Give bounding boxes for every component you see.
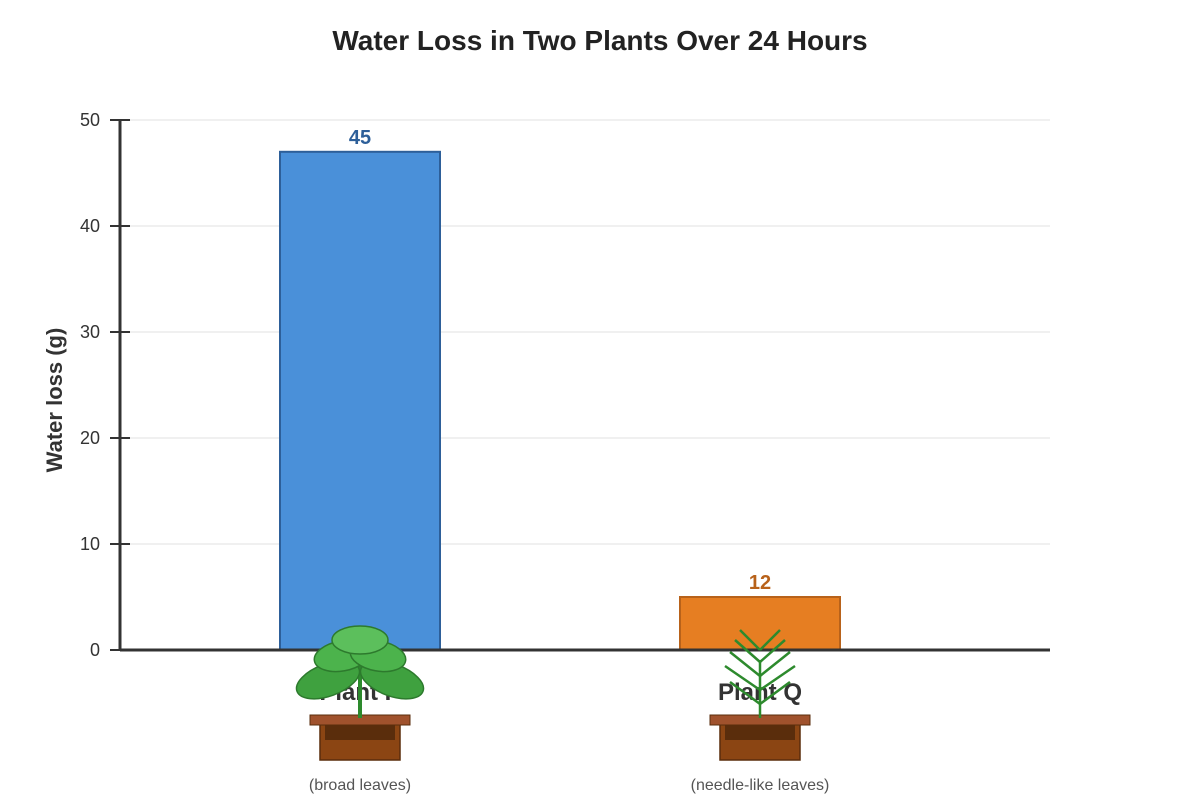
bar (679, 596, 841, 651)
y-tick-label: 30 (80, 322, 100, 342)
category-note: (broad leaves) (309, 777, 411, 794)
bars: 45 12 (279, 127, 841, 652)
y-tick-label: 40 (80, 216, 100, 236)
broad-leaf-plant-icon (295, 625, 425, 761)
grid-lines (120, 119, 1050, 545)
bar (279, 150, 441, 652)
bar-value-label: 45 (349, 127, 371, 149)
y-tick-label: 0 (90, 640, 100, 660)
needle-leaf-plant-icon (709, 629, 811, 761)
y-tick-label: 50 (80, 110, 100, 130)
y-tick-label: 20 (80, 428, 100, 448)
y-tick-label: 10 (80, 534, 100, 554)
y-axis-label: Water loss (g) (42, 328, 67, 473)
y-axis-ticks: 0 10 20 30 40 50 (80, 110, 130, 660)
chart-title: Water Loss in Two Plants Over 24 Hours (332, 25, 867, 56)
bar-value-label: 12 (749, 572, 771, 594)
category-note: (needle-like leaves) (691, 777, 830, 794)
